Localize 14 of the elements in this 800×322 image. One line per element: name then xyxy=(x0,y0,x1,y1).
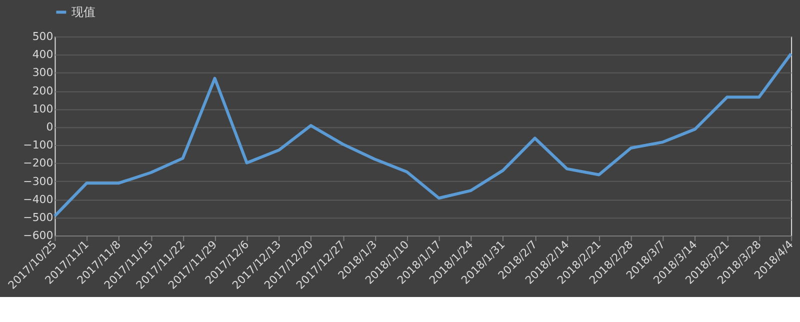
y-tick-label: −600 xyxy=(23,229,54,242)
y-tick-label: 400 xyxy=(32,48,54,62)
y-tick-label: −300 xyxy=(23,174,54,188)
legend-label: 现值 xyxy=(72,5,96,20)
y-tick-label: 500 xyxy=(32,30,54,44)
y-tick-label: 300 xyxy=(32,66,54,80)
y-tick-label: 0 xyxy=(46,120,54,134)
y-tick-label: −200 xyxy=(23,156,54,170)
y-tick-label: −100 xyxy=(23,138,54,152)
line-series xyxy=(53,52,793,218)
y-tick-label: −400 xyxy=(23,192,54,206)
y-tick-label: 100 xyxy=(32,102,54,116)
y-tick-label: −500 xyxy=(23,210,54,224)
y-tick-label: 200 xyxy=(32,84,54,98)
